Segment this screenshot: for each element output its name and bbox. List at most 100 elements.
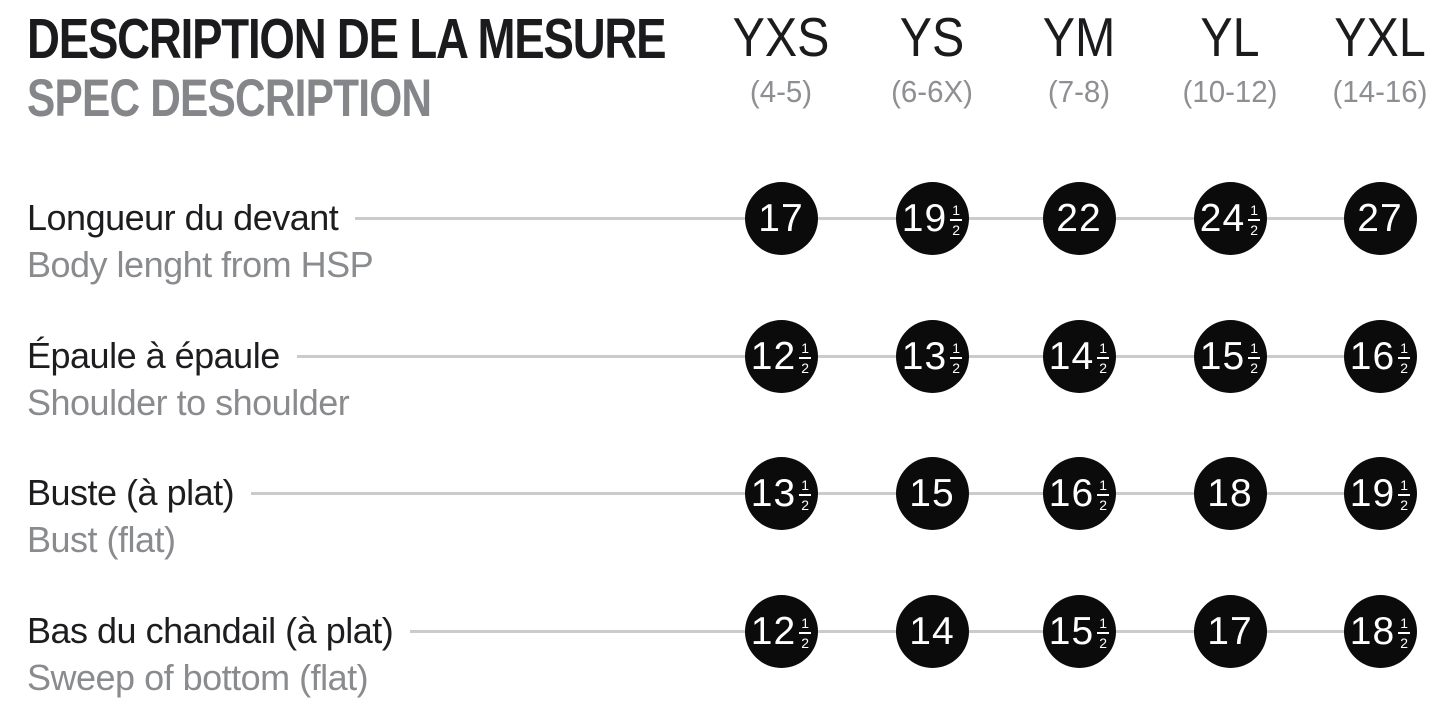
row-label-french: Épaule à épaule [27,335,280,376]
value-number: 13 [750,472,797,515]
value-number: 14 [1048,335,1095,378]
row-line-track: Épaule à épaule [27,319,1380,393]
value-dot: 14 [895,595,969,668]
half-fraction: 1 2 [799,614,812,650]
fraction-numerator: 1 [801,614,810,631]
fraction-denominator: 2 [1400,496,1409,513]
value-dot: 18 [1193,457,1267,530]
value-number: 17 [758,197,804,240]
fraction-numerator: 1 [801,339,810,356]
page-title-french: DESCRIPTION DE LA MESURE [27,7,667,71]
half-fraction: 1 2 [1097,476,1110,513]
row-label-french: Buste (à plat) [27,472,235,513]
fraction-numerator: 1 [1099,614,1108,631]
row-label-english: Bust (flat) [27,519,176,560]
row-label-english: Body lenght from HSP [27,244,374,285]
row-line-track: Bas du chandail (à plat) [27,594,1380,668]
fraction-denominator: 2 [1400,634,1409,651]
connector-line [355,216,1380,220]
size-range-label: (14-16) [1332,74,1428,109]
value-number: 14 [909,610,955,653]
fraction-bar [799,356,812,359]
row-line-track: Longueur du devant [27,181,1380,255]
fraction-bar [1097,631,1110,634]
value-dot: 12 1 2 [744,320,818,393]
row-label-french: Longueur du devant [27,197,339,238]
size-column-header: YM (7-8) [994,10,1164,110]
fraction-numerator: 1 [1099,339,1108,356]
fraction-bar [799,631,812,634]
fraction-numerator: 1 [1099,476,1108,493]
value-dot: 19 1 2 [895,182,969,255]
value-dot: 18 1 2 [1343,595,1417,668]
fraction-numerator: 1 [1400,476,1409,493]
row-label-english: Sweep of bottom (flat) [27,657,369,698]
size-label: YXS [732,6,830,68]
measurement-row: Buste (à plat) Bust (flat) 13 1 2 15 16 … [27,456,1445,568]
half-fraction: 1 2 [950,201,963,238]
fraction-numerator: 1 [1400,339,1409,356]
value-dot: 13 1 2 [744,457,818,530]
value-number: 22 [1056,197,1102,240]
value-dot: 22 [1042,182,1116,255]
half-fraction: 1 2 [1398,476,1411,513]
value-number: 24 [1199,197,1246,240]
fraction-numerator: 1 [952,339,961,356]
value-dot: 14 1 2 [1042,320,1116,393]
fraction-bar [1398,493,1411,496]
value-number: 16 [1048,472,1095,515]
fraction-denominator: 2 [1250,359,1259,376]
fraction-denominator: 2 [1400,359,1409,376]
fraction-denominator: 2 [801,496,810,513]
fraction-numerator: 1 [1400,614,1409,631]
fraction-bar [1097,493,1110,496]
fraction-denominator: 2 [1099,496,1108,513]
size-column-header: YS (6-6X) [847,10,1017,110]
size-range-label: (10-12) [1182,74,1278,109]
measurement-row: Épaule à épaule Shoulder to shoulder 12 … [27,319,1445,431]
value-number: 15 [909,472,955,515]
size-range-label: (4-5) [749,74,813,109]
page-title: DESCRIPTION DE LA MESURE SPEC DESCRIPTIO… [27,7,825,129]
value-dot: 27 [1343,182,1417,255]
page-title-english: SPEC DESCRIPTION [27,69,432,129]
value-dot: 12 1 2 [744,595,818,668]
value-number: 12 [750,335,797,378]
fraction-bar [1248,356,1261,359]
value-dot: 17 [1193,595,1267,668]
value-dot: 19 1 2 [1343,457,1417,530]
value-dot: 15 1 2 [1042,595,1116,668]
value-number: 15 [1048,610,1095,653]
connector-line [296,354,1380,358]
half-fraction: 1 2 [950,339,963,376]
fraction-denominator: 2 [952,221,961,238]
half-fraction: 1 2 [1097,614,1110,650]
value-number: 27 [1357,197,1403,240]
size-label: YL [1200,6,1260,68]
value-dot: 16 1 2 [1343,320,1417,393]
fraction-denominator: 2 [952,359,961,376]
fraction-numerator: 1 [1250,201,1259,218]
fraction-bar [799,493,812,496]
half-fraction: 1 2 [799,339,812,375]
value-number: 12 [750,610,797,653]
value-number: 19 [1349,472,1396,515]
value-dot: 24 1 2 [1193,182,1267,255]
half-fraction: 1 2 [1398,614,1411,651]
fraction-bar [1398,356,1411,359]
row-label-english: Shoulder to shoulder [27,382,350,423]
fraction-bar [950,218,963,221]
half-fraction: 1 2 [1248,341,1261,376]
connector-line [410,629,1380,633]
size-label: YXL [1334,6,1426,68]
fraction-bar [1398,631,1411,634]
half-fraction: 1 2 [1097,339,1110,375]
row-label-french: Bas du chandail (à plat) [27,610,394,651]
value-number: 18 [1207,472,1253,515]
size-label: YM [1042,6,1116,68]
fraction-numerator: 1 [952,201,961,218]
size-label: YS [899,6,965,68]
value-dot: 16 1 2 [1042,457,1116,530]
fraction-bar [1248,218,1261,221]
